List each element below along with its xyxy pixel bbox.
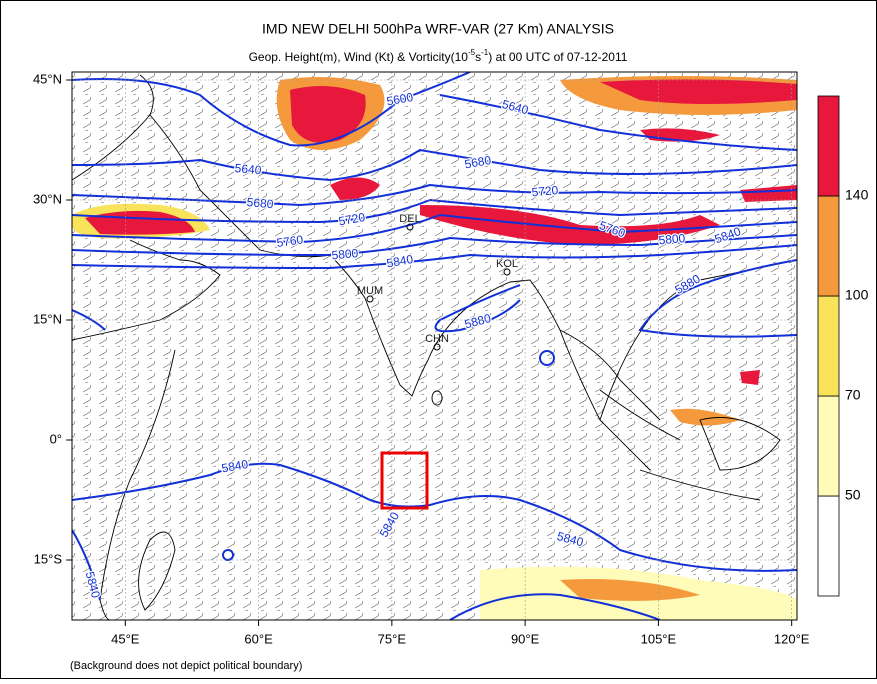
subtitle-part: s [475, 50, 481, 64]
contour-line [72, 234, 797, 257]
subtitle-part: ) at 00 UTC of 07-12-2011 [488, 50, 628, 64]
contour-label: 5800 [331, 246, 359, 262]
x-tick-label: 90°E [511, 631, 540, 646]
contour-label: 5720 [337, 210, 366, 228]
city-label: DEL [399, 213, 420, 225]
colorbar-band [817, 495, 840, 597]
contour-label: 5720 [531, 183, 559, 199]
colorbar-band [817, 395, 840, 497]
contour-label: 5680 [463, 153, 492, 171]
x-tick-label: 45°E [111, 631, 140, 646]
contour-line [72, 529, 101, 601]
contour-line [434, 284, 521, 333]
contour-line [449, 593, 661, 620]
contour-line [72, 183, 797, 207]
y-tick-label: 0° [50, 431, 62, 446]
plot-area: 5600 564056405680568057205720576057605800… [72, 72, 797, 620]
highlight-box [380, 451, 429, 510]
contour-line [72, 148, 797, 182]
coastline [431, 390, 443, 406]
colorbar-label: 100 [845, 287, 869, 303]
subtitle-sup: -1 [481, 48, 489, 57]
x-tick-label: 120°E [774, 631, 810, 646]
subtitle-part: Geop. Height(m), Wind (Kt) & Vorticity(1… [249, 50, 469, 64]
vorticity-area [560, 579, 700, 601]
y-tick-label: 45°N [33, 71, 62, 86]
contour-label: 5840 [385, 252, 414, 270]
coastline [559, 329, 781, 501]
contour-line [72, 309, 106, 331]
colorbar-band [817, 195, 840, 297]
contour-line [72, 72, 471, 147]
city-label: CHN [425, 333, 449, 345]
contour-line [72, 244, 797, 270]
coastline [138, 531, 176, 611]
subtitle: Geop. Height(m), Wind (Kt) & Vorticity(1… [249, 48, 628, 64]
vorticity-area [290, 86, 366, 143]
contour-line [72, 198, 797, 224]
contour-label: 5840 [220, 457, 249, 475]
labels: 5600 564056405680568057205720576057605800… [81, 89, 744, 601]
colorbar-label: 140 [845, 187, 869, 203]
axes: 45°E 60°E 75°E 90°E 105°E 120°E 45°N 30°N 15°N 0°… [33, 71, 810, 646]
x-tick-label: 60°E [244, 631, 273, 646]
coastline [72, 239, 221, 341]
vorticity-area [740, 370, 760, 385]
city-marker [366, 295, 374, 303]
contour-label: 5800 [658, 231, 686, 247]
x-tick-label: 75°E [378, 631, 407, 646]
contour-label: 5760 [276, 232, 305, 250]
colorbar-label: 70 [845, 387, 861, 403]
x-tick-label: 105°E [641, 631, 677, 646]
y-tick-label: 15°S [34, 551, 63, 566]
city-marker [433, 343, 441, 351]
contour-label: 5680 [246, 195, 274, 211]
vorticity-area [740, 185, 797, 202]
contours [72, 72, 797, 620]
contour-line [72, 213, 797, 244]
footnote: (Background does not depict political bo… [70, 660, 302, 672]
vorticity-area [670, 408, 740, 426]
contour-label: 5640 [234, 161, 262, 177]
vorticity-area [600, 79, 797, 104]
y-tick-label: 15°N [33, 311, 62, 326]
coastline [99, 349, 176, 620]
city-marker [503, 268, 511, 276]
contour-line [539, 350, 555, 366]
y-tick-label: 30°N [33, 191, 62, 206]
contour-line [439, 94, 797, 151]
title: IMD NEW DELHI 500hPa WRF-VAR (27 Km) ANA… [262, 21, 614, 37]
city-marker [406, 223, 414, 231]
colorbar-band [817, 295, 840, 397]
plot-border [71, 71, 798, 621]
vorticity-area [420, 205, 720, 245]
colorbar-band [817, 95, 840, 197]
city-label: KOL [496, 258, 518, 270]
subtitle-sup: -5 [468, 48, 476, 57]
colorbar-label: 50 [845, 487, 861, 503]
colorbar: 50 70 100 140 [817, 95, 869, 597]
city-label: MUM [357, 285, 383, 297]
vorticity-area [330, 177, 380, 200]
